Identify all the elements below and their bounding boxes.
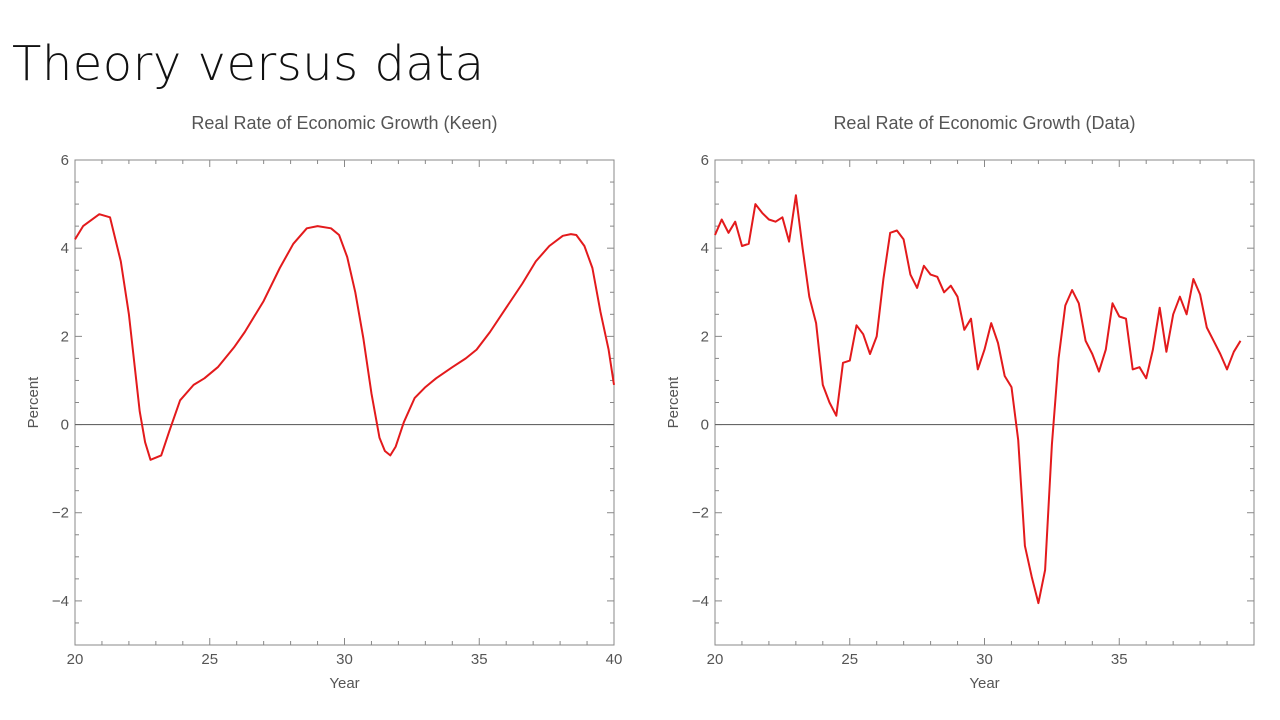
y-tick-label: 2 xyxy=(61,328,69,345)
x-axis-label: Year xyxy=(969,675,999,692)
y-tick-label: 4 xyxy=(61,240,69,257)
x-tick-label: 20 xyxy=(707,651,724,668)
y-tick-label: 6 xyxy=(701,152,709,169)
y-tick-label: 0 xyxy=(701,417,709,434)
plot-frame xyxy=(74,159,615,646)
x-tick-label: 40 xyxy=(606,651,623,668)
y-axis-label: Percent xyxy=(25,376,42,429)
series-line xyxy=(714,194,1242,605)
x-tick-label: 20 xyxy=(67,651,84,668)
chart-data: Real Rate of Economic Growth (Data)20 25 3… xyxy=(665,113,1255,692)
x-axis-label: Year xyxy=(329,675,359,692)
x-tick-label: 35 xyxy=(1111,651,1128,668)
x-tick-label: 35 xyxy=(471,651,488,668)
y-tick-label: 6 xyxy=(61,152,69,169)
x-tick-label: 30 xyxy=(976,651,993,668)
x-tick-label: 25 xyxy=(841,651,858,668)
y-tick-label: −2 xyxy=(692,505,709,522)
y-tick-label: −2 xyxy=(52,505,69,522)
y-tick-label: −4 xyxy=(692,593,709,610)
x-tick-label: 30 xyxy=(336,651,353,668)
y-tick-label: 0 xyxy=(61,417,69,434)
chart-title: Real Rate of Economic Growth (Data) xyxy=(833,113,1135,133)
y-tick-label: −4 xyxy=(52,593,69,610)
plot-frame xyxy=(714,159,1255,646)
y-axis-label: Percent xyxy=(665,376,682,429)
x-tick-label: 25 xyxy=(201,651,218,668)
series-line xyxy=(74,213,615,461)
chart-keen: Real Rate of Economic Growth (Keen)20 25 3… xyxy=(25,113,622,692)
chart-title: Real Rate of Economic Growth (Keen) xyxy=(191,113,497,133)
slide-title: Theory versus data xyxy=(12,36,485,92)
y-tick-label: 4 xyxy=(701,240,709,257)
y-tick-label: 2 xyxy=(701,328,709,345)
